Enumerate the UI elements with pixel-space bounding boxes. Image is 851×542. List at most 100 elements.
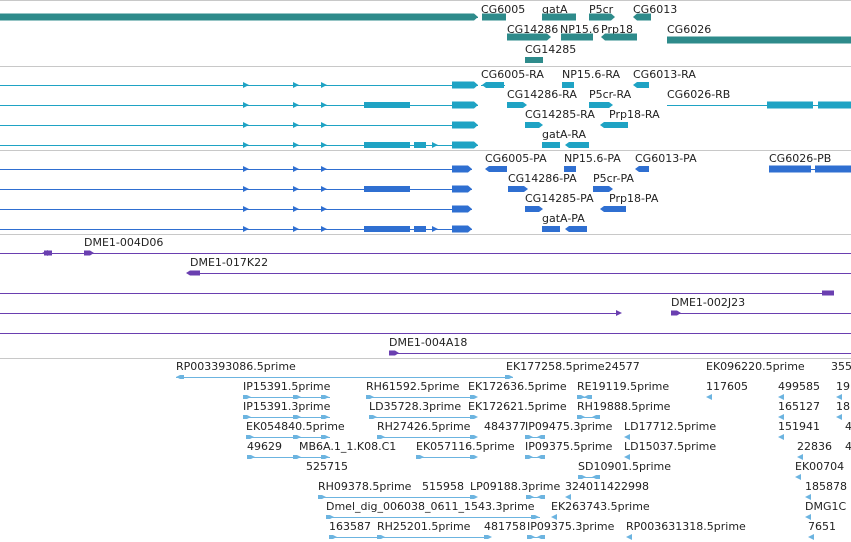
est-exon-marker[interactable]	[592, 475, 600, 479]
est-exon-marker[interactable]	[805, 494, 811, 500]
protein-exon-marker[interactable]	[293, 166, 299, 172]
est-exon-marker[interactable]	[531, 515, 539, 519]
est-exon-marker[interactable]	[537, 495, 545, 499]
protein-exon-arrow[interactable]	[635, 166, 649, 172]
mrna-exon-block[interactable]	[818, 101, 851, 109]
mrna-exon-arrow[interactable]	[507, 102, 527, 108]
est-exon-marker[interactable]	[578, 475, 586, 479]
mrna-exon-marker[interactable]	[321, 122, 327, 128]
est-exon-marker[interactable]	[329, 535, 337, 539]
protein-exon-marker[interactable]	[432, 226, 438, 232]
clone-end-marker[interactable]	[186, 270, 200, 276]
est-exon-marker[interactable]	[805, 514, 811, 520]
est-exon-marker[interactable]	[797, 454, 803, 460]
protein-exon-block[interactable]	[564, 166, 576, 172]
protein-exon-end[interactable]	[452, 225, 472, 233]
protein-exon-end[interactable]	[452, 205, 472, 213]
clone-end-marker[interactable]	[616, 310, 622, 316]
mrna-exon-marker[interactable]	[321, 102, 327, 108]
mrna-exon-marker[interactable]	[243, 142, 249, 148]
mrna-exon-end[interactable]	[452, 141, 478, 149]
est-exon-marker[interactable]	[795, 474, 801, 480]
clone-end-marker[interactable]	[84, 250, 94, 256]
mrna-exon-arrow[interactable]	[565, 142, 589, 148]
mrna-exon-block[interactable]	[414, 142, 426, 148]
est-exon-marker[interactable]	[527, 535, 535, 539]
mrna-exon-block[interactable]	[364, 142, 410, 148]
mrna-exon-marker[interactable]	[321, 142, 327, 148]
est-exon-marker[interactable]	[293, 415, 301, 419]
mrna-exon-arrow[interactable]	[525, 122, 543, 128]
clone-end-block[interactable]	[822, 290, 834, 296]
protein-exon-marker[interactable]	[321, 226, 327, 232]
est-exon-marker[interactable]	[470, 395, 478, 399]
gene-model-gata-block[interactable]	[542, 13, 576, 21]
est-exon-marker[interactable]	[836, 414, 842, 420]
est-exon-marker[interactable]	[484, 535, 492, 539]
protein-exon-marker[interactable]	[293, 186, 299, 192]
est-exon-marker[interactable]	[624, 434, 630, 440]
est-exon-marker[interactable]	[565, 494, 571, 500]
est-exon-marker[interactable]	[808, 534, 814, 540]
est-exon-marker[interactable]	[551, 514, 557, 520]
mrna-exon-end[interactable]	[452, 81, 478, 89]
est-exon-marker[interactable]	[293, 395, 301, 399]
est-exon-marker[interactable]	[321, 415, 329, 419]
mrna-exon-block[interactable]	[542, 142, 560, 148]
gene-model-gatA[interactable]	[482, 13, 506, 21]
protein-exon-marker[interactable]	[321, 186, 327, 192]
est-exon-marker[interactable]	[778, 394, 784, 400]
mrna-exon-arrow[interactable]	[589, 102, 613, 108]
mrna-exon-block[interactable]	[364, 102, 410, 108]
protein-exon-arrow[interactable]	[525, 206, 543, 212]
est-exon-marker[interactable]	[243, 395, 251, 399]
protein-exon-block[interactable]	[815, 165, 851, 173]
est-exon-marker[interactable]	[416, 455, 424, 459]
mrna-exon-arrow[interactable]	[482, 82, 504, 88]
est-exon-marker[interactable]	[176, 375, 184, 379]
mrna-exon-marker[interactable]	[293, 122, 299, 128]
est-exon-marker[interactable]	[377, 535, 385, 539]
protein-exon-block[interactable]	[769, 165, 811, 173]
est-exon-marker[interactable]	[318, 495, 326, 499]
gene-model-p5cr[interactable]	[589, 13, 615, 21]
protein-exon-marker[interactable]	[321, 166, 327, 172]
est-exon-marker[interactable]	[293, 455, 301, 459]
gene-model-cg6026[interactable]	[667, 36, 851, 44]
protein-exon-end[interactable]	[452, 165, 472, 173]
est-exon-marker[interactable]	[624, 454, 630, 460]
est-exon-marker[interactable]	[470, 435, 478, 439]
mrna-exon-arrow[interactable]	[633, 82, 649, 88]
est-exon-marker[interactable]	[577, 415, 585, 419]
est-exon-marker[interactable]	[525, 455, 533, 459]
protein-exon-end[interactable]	[452, 185, 472, 193]
clone-end-marker[interactable]	[671, 310, 681, 316]
mrna-exon-marker[interactable]	[321, 82, 327, 88]
est-exon-marker[interactable]	[470, 495, 478, 499]
gene-model-cg14286[interactable]	[507, 33, 551, 41]
gene-model-cg6005[interactable]	[0, 13, 478, 21]
protein-exon-marker[interactable]	[243, 226, 249, 232]
est-exon-marker[interactable]	[247, 455, 255, 459]
est-exon-marker[interactable]	[584, 395, 592, 399]
mrna-exon-end[interactable]	[452, 101, 478, 109]
est-exon-marker[interactable]	[321, 395, 329, 399]
mrna-exon-arrow[interactable]	[600, 122, 628, 128]
protein-exon-marker[interactable]	[293, 206, 299, 212]
est-exon-marker[interactable]	[470, 415, 478, 419]
mrna-exon-marker[interactable]	[293, 142, 299, 148]
protein-exon-arrow[interactable]	[485, 166, 507, 172]
est-exon-marker[interactable]	[377, 435, 385, 439]
protein-exon-arrow[interactable]	[565, 226, 587, 232]
clone-end-block[interactable]	[44, 250, 52, 256]
est-exon-marker[interactable]	[577, 395, 585, 399]
est-exon-marker[interactable]	[293, 435, 301, 439]
est-exon-marker[interactable]	[537, 455, 545, 459]
est-exon-marker[interactable]	[246, 435, 254, 439]
protein-exon-marker[interactable]	[293, 226, 299, 232]
est-exon-marker[interactable]	[321, 455, 329, 459]
protein-exon-marker[interactable]	[321, 206, 327, 212]
protein-exon-arrow[interactable]	[600, 206, 626, 212]
est-exon-marker[interactable]	[836, 394, 842, 400]
est-exon-marker[interactable]	[778, 434, 784, 440]
